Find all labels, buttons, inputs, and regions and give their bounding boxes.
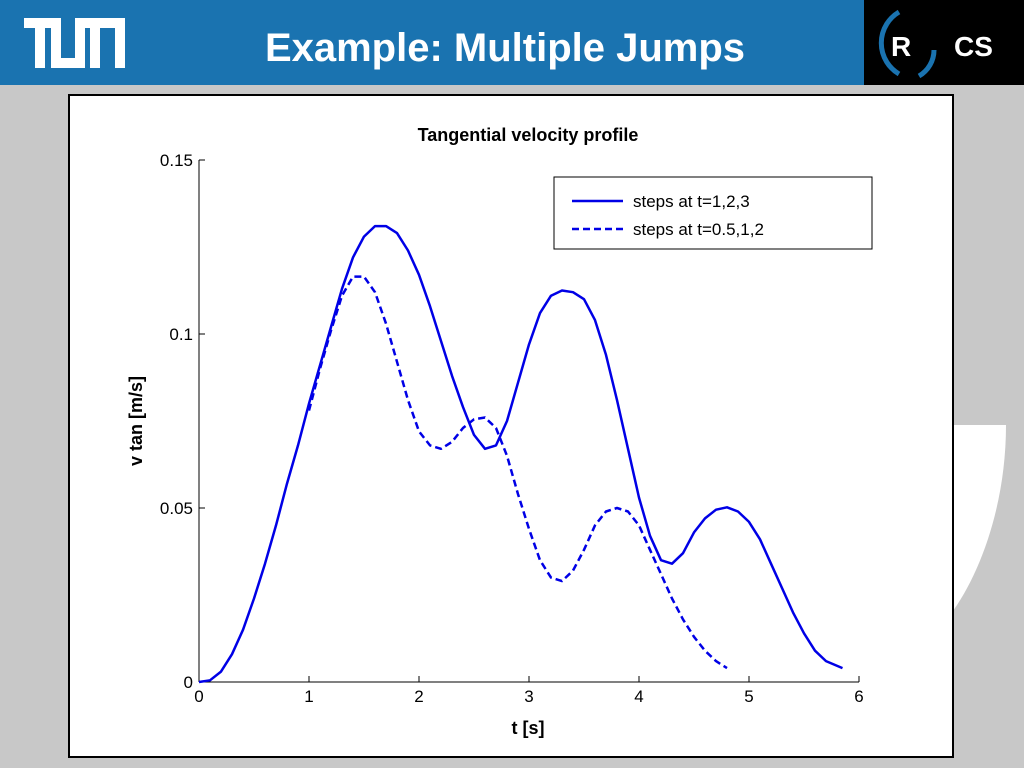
y-tick-label: 0.05 (160, 499, 193, 518)
rcs-arc-left (878, 9, 901, 77)
chart-legend: steps at t=1,2,3 steps at t=0.5,1,2 (553, 176, 873, 250)
x-tick-label: 4 (634, 687, 643, 706)
y-tick-label: 0 (184, 673, 193, 692)
tum-logo (24, 18, 125, 68)
y-axis-label: v tan [m/s] (126, 376, 146, 466)
y-tick-label: 0.1 (169, 325, 193, 344)
x-tick-label: 1 (304, 687, 313, 706)
series-line-1 (198, 224, 843, 684)
slide-header: Example: Multiple Jumps R CS (0, 0, 1024, 85)
chart-axes: 0 1 2 3 4 5 6 0 0.05 0.1 0.15 (160, 151, 864, 706)
x-tick-label: 3 (524, 687, 533, 706)
legend-label-1: steps at t=1,2,3 (633, 192, 750, 211)
series-line-2 (307, 275, 728, 670)
x-tick-label: 0 (194, 687, 203, 706)
velocity-chart: Tangential velocity profile v tan [m/s] … (126, 125, 873, 738)
x-axis-label: t [s] (512, 718, 545, 738)
y-tick-label: 0.15 (160, 151, 193, 170)
x-tick-label: 6 (854, 687, 863, 706)
chart-figure: Tangential velocity profile v tan [m/s] … (68, 94, 954, 758)
rcs-logo-r: R (891, 31, 911, 62)
x-tick-label: 2 (414, 687, 423, 706)
rcs-logo-cs: CS (954, 31, 993, 62)
rcs-logo: R CS (864, 0, 1024, 85)
chart-title: Tangential velocity profile (418, 125, 639, 145)
x-tick-label: 5 (744, 687, 753, 706)
legend-label-2: steps at t=0.5,1,2 (633, 220, 764, 239)
legend-box (553, 176, 873, 250)
slide-title: Example: Multiple Jumps (264, 26, 746, 70)
rcs-arc-mid (917, 49, 937, 79)
plot-area (198, 224, 843, 684)
